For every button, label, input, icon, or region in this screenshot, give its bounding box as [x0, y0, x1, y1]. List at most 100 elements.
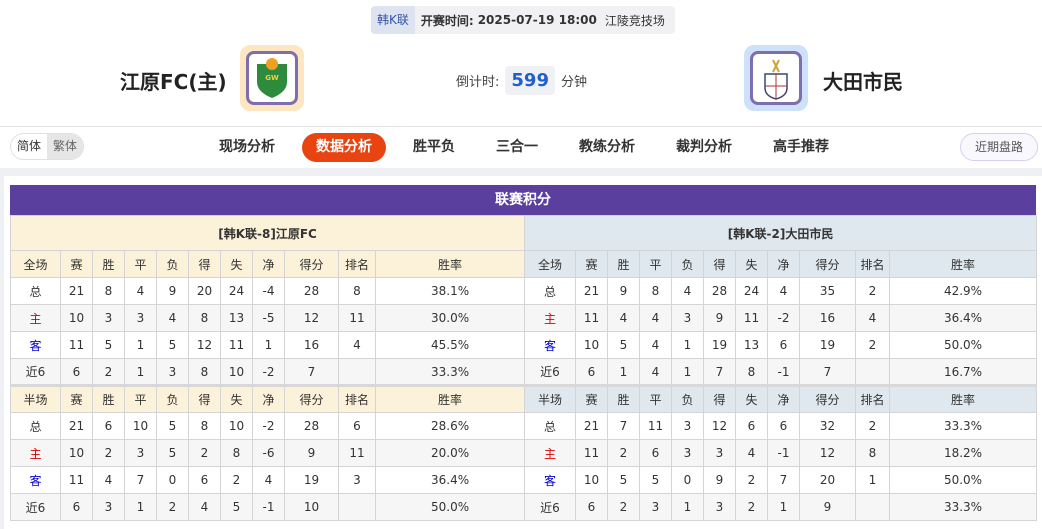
cell: 5	[220, 493, 253, 521]
traditional-button[interactable]: 繁体	[47, 134, 84, 159]
cell: 4	[156, 304, 189, 332]
cell: 2	[92, 439, 125, 467]
column-header: 胜率	[888, 250, 1038, 278]
cell: 7	[767, 466, 800, 494]
column-header: 得	[703, 384, 736, 413]
cell: -2	[767, 304, 800, 332]
cell: 6	[575, 358, 608, 386]
column-header: 胜率	[888, 384, 1038, 413]
cell: 6	[735, 412, 768, 440]
cell: 7	[124, 466, 157, 494]
cell: 5	[607, 466, 640, 494]
tab-1[interactable]: 现场分析	[219, 139, 275, 155]
cell: 9	[703, 466, 736, 494]
cell: 1	[767, 493, 800, 521]
cell: 11	[575, 439, 608, 467]
column-header: 净	[252, 250, 285, 278]
cell: 4	[639, 331, 672, 359]
cell: 5	[156, 412, 189, 440]
cell: 1	[124, 358, 157, 386]
row-label: 近6	[10, 358, 61, 386]
cell: 5	[156, 331, 189, 359]
tab-4[interactable]: 三合一	[496, 139, 538, 155]
row-label: 总	[10, 277, 61, 305]
cell	[855, 358, 890, 386]
cell: 4	[188, 493, 221, 521]
cell: -1	[767, 358, 800, 386]
cell: 4	[671, 277, 704, 305]
column-header: 排名	[855, 250, 890, 278]
cell: 50.0%	[374, 493, 526, 521]
row-label: 近6	[524, 493, 576, 521]
cell: 9	[799, 493, 856, 521]
home-team-name[interactable]: 江原FC(主)	[120, 70, 227, 94]
recent-handicap-button[interactable]: 近期盘路	[959, 133, 1038, 161]
tab-6[interactable]: 裁判分析	[676, 139, 732, 155]
cell: 5	[92, 331, 125, 359]
table-row: 近6 6 1 4 1 7 8 -1 7 16.7%	[524, 358, 1038, 386]
cell: 7	[607, 412, 640, 440]
home-team-logo[interactable]: GW	[240, 45, 304, 111]
team-table-title: [韩K联-8]江原FC	[9, 215, 526, 251]
cell: 12	[188, 331, 221, 359]
cell: 6	[92, 412, 125, 440]
cell: 8	[220, 439, 253, 467]
away-standings-table: [韩K联-2]大田市民 全场赛胜平负得失净得分 排名 胜率总 21 9 8 4 28 24 4 35 2…	[523, 215, 1038, 521]
column-header: 全场	[10, 250, 61, 278]
away-team-logo[interactable]	[744, 45, 808, 111]
header-row: 全场赛胜平负得失净得分 排名 胜率	[10, 250, 526, 278]
cell: 6	[639, 439, 672, 467]
row-label: 主	[524, 304, 576, 332]
cell: 45.5%	[374, 331, 526, 359]
cell: 11	[60, 331, 93, 359]
cell: 30.0%	[374, 304, 526, 332]
cell: 1	[607, 358, 640, 386]
table-row: 近6 6 2 3 1 3 2 1 9 33.3%	[524, 493, 1038, 521]
cell: 3	[671, 439, 704, 467]
cell: 10	[60, 439, 93, 467]
cell: 9	[156, 277, 189, 305]
tab-3[interactable]: 胜平负	[413, 139, 455, 155]
column-header: 得分	[799, 384, 856, 413]
header-row: 全场赛胜平负得失净得分 排名 胜率	[524, 250, 1038, 278]
cell: 11	[735, 304, 768, 332]
cell: 20	[799, 466, 856, 494]
cell: 10	[575, 466, 608, 494]
language-toggle: 简体 繁体	[10, 133, 85, 160]
tab-5[interactable]: 教练分析	[579, 139, 635, 155]
cell	[338, 358, 376, 386]
kickoff-time: 2025-07-19 18:00	[477, 13, 597, 27]
cell: 11	[575, 304, 608, 332]
cell: 6	[60, 358, 93, 386]
simplified-button[interactable]: 简体	[17, 139, 42, 153]
table-row: 主 10 2 3 5 2 8 -6 9 11 20.0%	[10, 439, 526, 467]
cell: 6	[60, 493, 93, 521]
cell: 11	[338, 304, 376, 332]
cell: 8	[639, 277, 672, 305]
tab-7[interactable]: 高手推荐	[773, 139, 829, 155]
away-team-name[interactable]: 大田市民	[823, 70, 903, 94]
cell: 3	[639, 493, 672, 521]
table-row: 主 11 4 4 3 9 11 -2 16 4 36.4%	[524, 304, 1038, 332]
cell: 11	[338, 439, 376, 467]
cell: -6	[252, 439, 285, 467]
team-table-title: [韩K联-2]大田市民	[523, 215, 1038, 251]
cell: 7	[284, 358, 339, 386]
row-label: 总	[10, 412, 61, 440]
table-row: 客 10 5 5 0 9 2 7 20 1 50.0%	[524, 466, 1038, 494]
table-row: 总 21 7 11 3 12 6 6 32 2 33.3%	[524, 412, 1038, 440]
row-label: 总	[524, 412, 576, 440]
league-badge[interactable]: 韩K联	[371, 6, 415, 34]
cell: 16	[799, 304, 856, 332]
cell: 11	[639, 412, 672, 440]
cell: 3	[338, 466, 376, 494]
cell: 10	[284, 493, 339, 521]
column-header: 得	[188, 384, 221, 413]
cell: 13	[735, 331, 768, 359]
tab-2[interactable]: 数据分析	[302, 133, 386, 162]
cell: 4	[639, 358, 672, 386]
column-header: 失	[220, 384, 253, 413]
cell: 3	[124, 439, 157, 467]
cell: 8	[92, 277, 125, 305]
cell: 2	[855, 277, 890, 305]
